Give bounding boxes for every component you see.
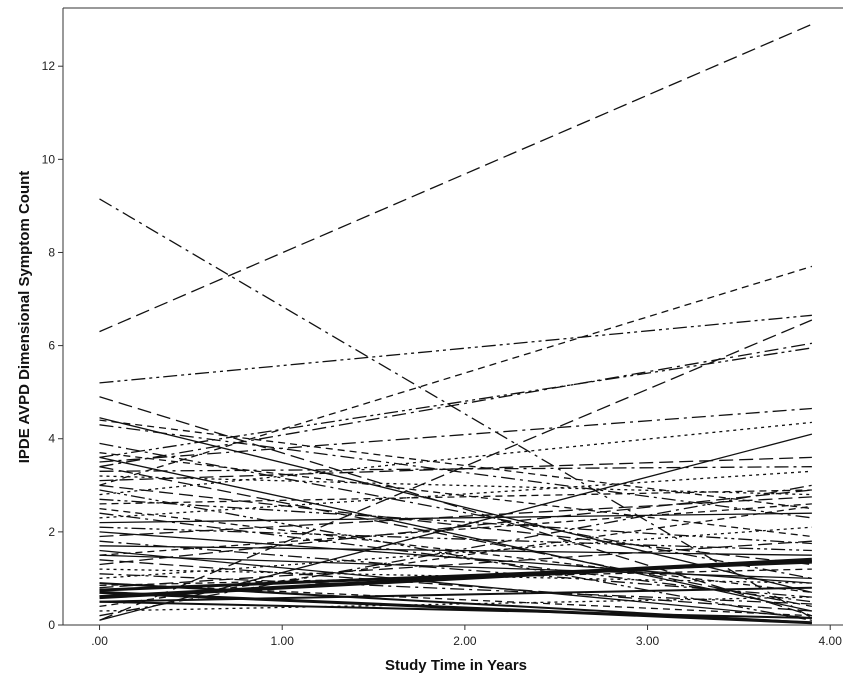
y-tick-label: 8	[48, 245, 55, 259]
series-line-15	[99, 466, 812, 472]
x-tick-label: 3.00	[636, 634, 660, 648]
series-line-11	[99, 407, 812, 463]
series-line-3	[99, 314, 812, 384]
series-line-47	[99, 526, 812, 552]
series-line-26	[99, 466, 813, 608]
series-line-19	[99, 424, 812, 519]
y-tick-label: 6	[48, 339, 55, 353]
x-tick-label: 4.00	[819, 634, 843, 648]
x-tick-label: 1.00	[271, 634, 295, 648]
series-line-16	[99, 489, 812, 505]
series-line-40	[99, 590, 812, 625]
series-line-49	[99, 484, 813, 617]
series-line-21	[99, 512, 812, 524]
series-line-54	[99, 600, 812, 619]
series-line-14	[99, 456, 812, 482]
y-tick-label: 0	[48, 618, 55, 632]
tick-labels: .00 1.00 2.00 3.00 4.00 0 2 4 6 8 10 12	[42, 59, 843, 648]
series-line-39	[99, 549, 812, 619]
series-line-48	[99, 456, 813, 612]
series-line-24	[99, 526, 812, 580]
series-lines	[99, 23, 813, 625]
y-axis-title: IPDE AVPD Dimensional Symptom Count	[16, 171, 33, 464]
series-line-31	[99, 568, 812, 587]
y-tick-label: 2	[48, 525, 55, 539]
series-line-44	[99, 442, 813, 580]
series-line-50	[99, 554, 812, 580]
y-tick-label: 10	[42, 152, 56, 166]
series-line-42	[99, 573, 812, 605]
series-line-33	[99, 540, 812, 598]
series-line-8	[99, 396, 813, 617]
y-tick-label: 12	[42, 59, 56, 73]
series-line-9	[99, 417, 813, 594]
x-axis-title: Study Time in Years	[385, 657, 527, 674]
series-line-4	[99, 265, 813, 486]
series-line-7	[99, 347, 812, 459]
x-tick-label: .00	[91, 634, 108, 648]
series-line-37	[99, 582, 812, 617]
y-tick-label: 4	[48, 432, 55, 446]
axes	[62, 7, 843, 626]
series-line-30	[99, 560, 812, 592]
series-line-6	[99, 342, 813, 468]
series-line-2	[99, 198, 813, 619]
series-line-35	[99, 586, 812, 603]
series-line-1	[99, 23, 813, 333]
x-tick-label: 2.00	[453, 634, 477, 648]
